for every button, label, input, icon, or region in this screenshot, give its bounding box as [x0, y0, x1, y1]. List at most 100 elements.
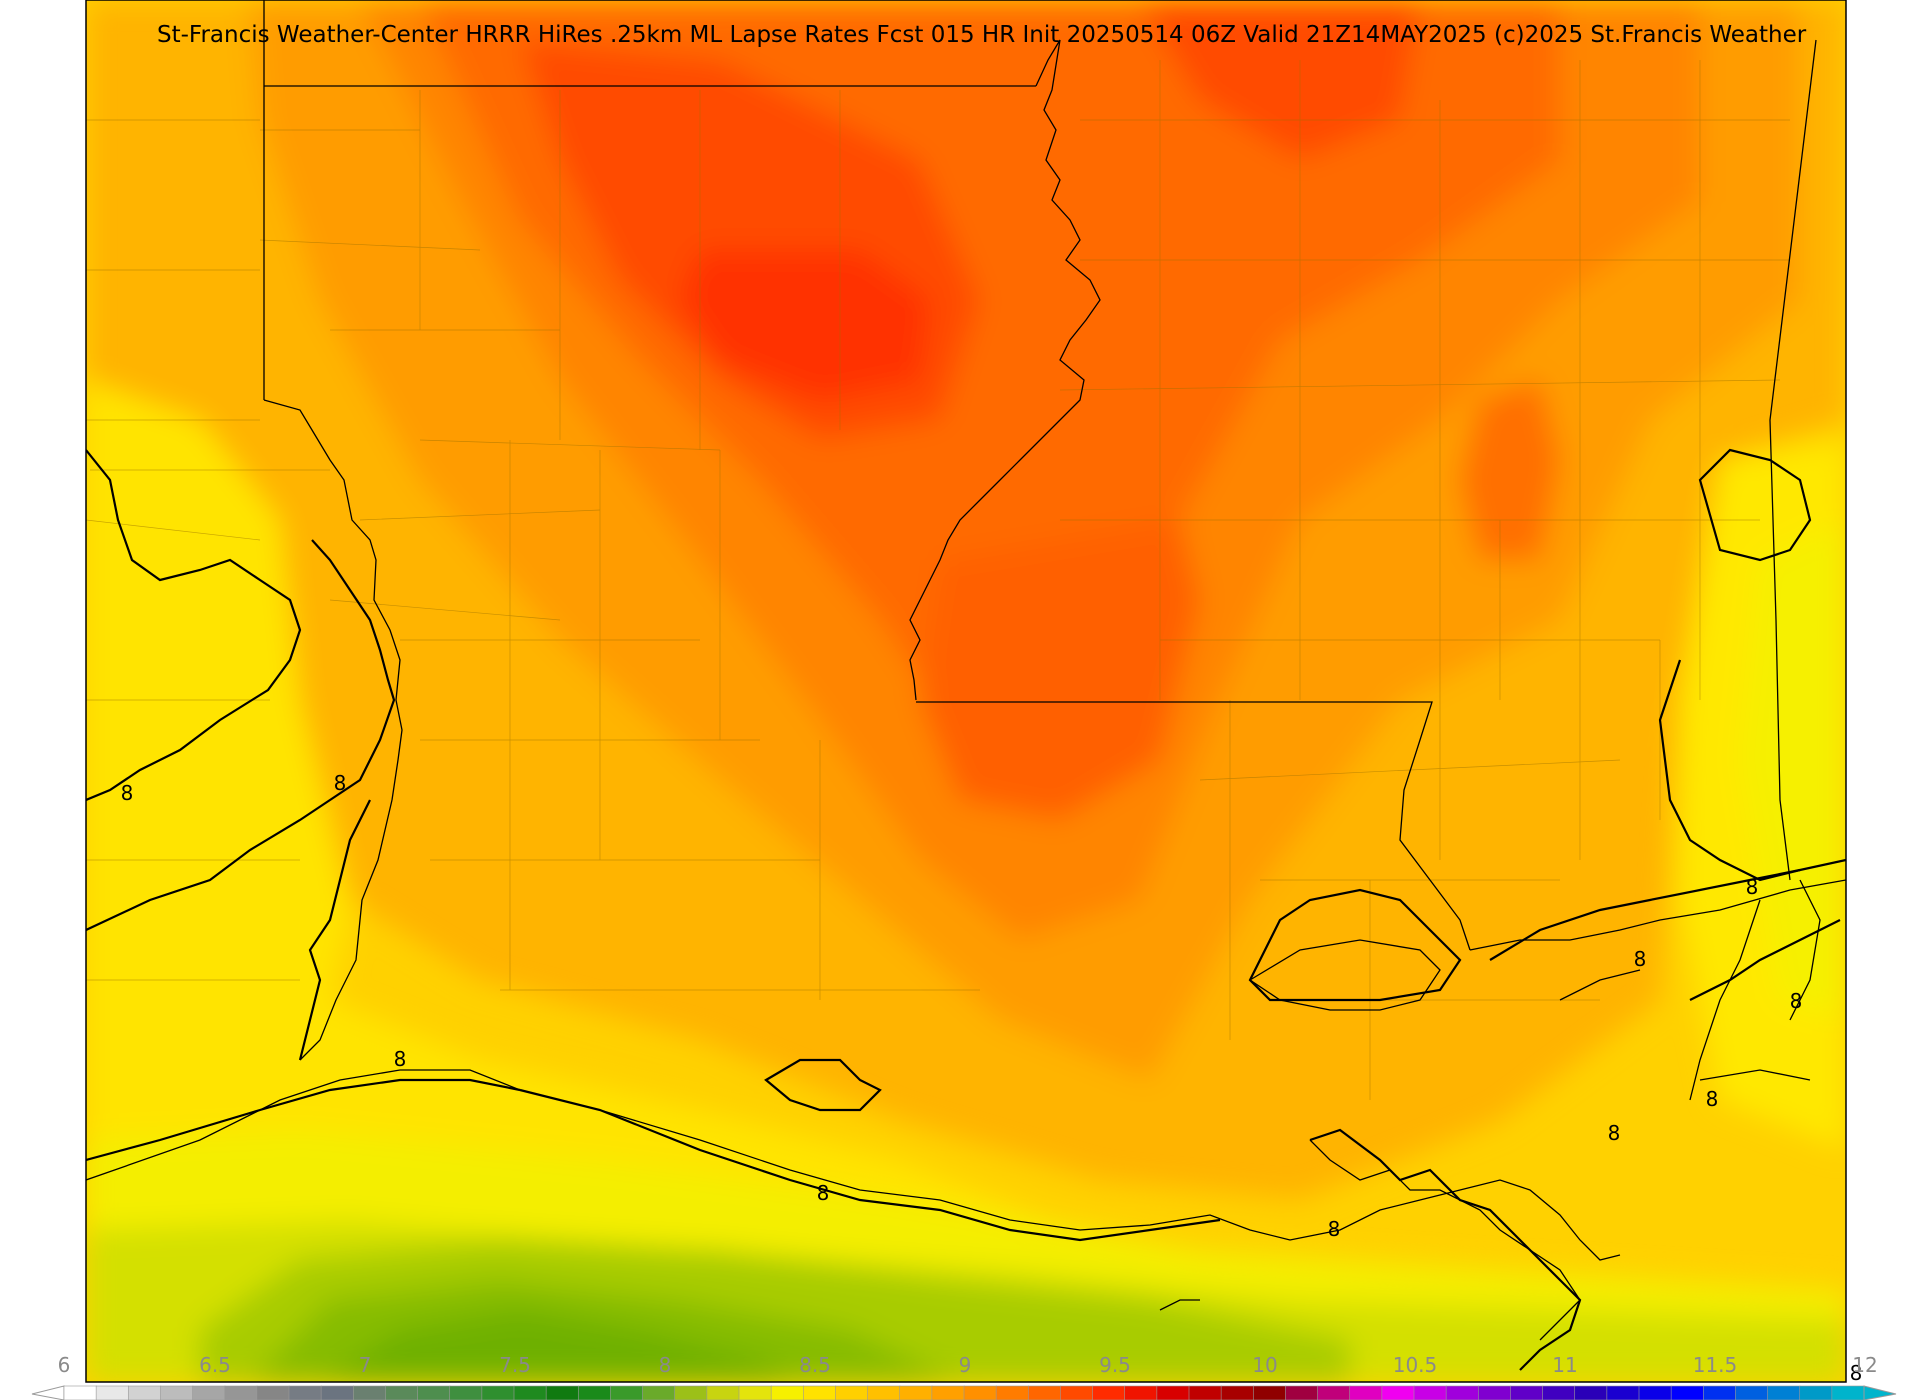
coastline-ms-sound — [1469, 879, 1846, 951]
contour-label: 8 — [1634, 947, 1647, 971]
lapse-rate-field — [86, 0, 1846, 1382]
border-ms-al — [1769, 39, 1817, 881]
county-line-0 — [86, 119, 300, 981]
colorbar-swatch — [1831, 1385, 1865, 1400]
colorbar-swatch — [1799, 1385, 1833, 1400]
colorbar-swatch — [449, 1385, 483, 1400]
colorbar-swatch — [513, 1385, 547, 1400]
colorbar-swatch — [1188, 1385, 1222, 1400]
colorbar-swatch — [802, 1385, 837, 1400]
colorbar-swatch — [127, 1385, 162, 1400]
contour-label: 8 — [817, 1181, 830, 1205]
colorbar: 6 6.5 7 7.5 8 8.5 9 9.5 10 10.5 11 11.5 … — [31, 1353, 1897, 1400]
field-band-9-9 — [680, 250, 930, 400]
colorbar-swatch — [288, 1385, 322, 1400]
contour-8-coast — [519, 1088, 1221, 1242]
colorbar-tick-label: 11 — [1552, 1353, 1577, 1377]
colorbar-tick-label: 9 — [959, 1353, 972, 1377]
county-line-5 — [90, 469, 1661, 820]
colorbar-swatch — [1285, 1385, 1319, 1400]
contour-8-sabine — [86, 539, 396, 931]
colorbar-swatch — [352, 1385, 387, 1400]
colorbar-tick-label: 8 — [659, 1353, 672, 1377]
colorbar-swatch — [1542, 1385, 1576, 1400]
contour-label: 8 — [1328, 1217, 1341, 1241]
colorbar-swatch — [1477, 1385, 1512, 1400]
colorbar-swatch — [63, 1385, 97, 1400]
border-mississippi-river — [909, 39, 1101, 701]
colorbar-swatch — [545, 1385, 580, 1400]
contour-8-delta — [1309, 1128, 1582, 1371]
colorbar-swatch — [1638, 1385, 1672, 1400]
colorbar-swatches — [63, 1385, 1865, 1400]
colorbar-swatch — [224, 1385, 258, 1400]
colorbar-swatch — [1252, 1385, 1287, 1400]
field-band-9-3b — [920, 520, 1200, 820]
colorbar-max-arrow — [1863, 1385, 1897, 1400]
colorbar-swatch — [899, 1385, 933, 1400]
colorbar-swatch — [1735, 1385, 1769, 1400]
colorbar-swatch — [95, 1385, 130, 1400]
border-la-ms — [916, 701, 1471, 951]
colorbar-swatch — [1702, 1385, 1737, 1400]
colorbar-swatch — [963, 1385, 997, 1400]
field-band-8-0 — [86, 380, 1846, 1382]
colorbar-swatch — [995, 1385, 1030, 1400]
colorbar-swatch — [1060, 1385, 1094, 1400]
field-band-9-3c — [1460, 380, 1560, 560]
contour-8-tx — [298, 799, 371, 1061]
contour-8-west — [86, 449, 302, 802]
colorbar-tick-label: 12 — [1852, 1353, 1877, 1377]
colorbar-swatch — [738, 1385, 772, 1400]
field-band-east-7-8 — [1740, 520, 1846, 1020]
map-title: St-Francis Weather-Center HRRR HiRes .25… — [157, 22, 1807, 48]
colorbar-swatch — [1349, 1385, 1383, 1400]
contour-8 — [86, 448, 1846, 1371]
colorbar-swatch — [1317, 1385, 1351, 1400]
colorbar-swatch — [577, 1385, 612, 1400]
colorbar-tick-label: 10 — [1252, 1353, 1277, 1377]
contour-label: 8 — [1850, 1361, 1863, 1385]
coastline-gulf — [86, 1069, 1621, 1261]
colorbar-swatch — [1027, 1385, 1062, 1400]
colorbar-swatch — [674, 1385, 708, 1400]
contour-8-east-lobe — [1248, 888, 1462, 1002]
colorbar-swatch — [1124, 1385, 1158, 1400]
contour-label: 8 — [1746, 875, 1759, 899]
contour-label: 8 — [121, 781, 134, 805]
colorbar-tick-label: 7.5 — [499, 1353, 531, 1377]
colorbar-swatch — [867, 1385, 901, 1400]
colorbar-swatch — [610, 1385, 644, 1400]
colorbar-swatch — [1670, 1385, 1705, 1400]
colorbar-swatch — [835, 1385, 869, 1400]
colorbar-swatch — [770, 1385, 805, 1400]
colorbar-swatch — [1606, 1385, 1640, 1400]
contour-8-al — [1698, 448, 1812, 562]
field-band-6-6 — [320, 1310, 800, 1382]
colorbar-swatch — [1092, 1385, 1126, 1400]
contour-label: 8 — [1608, 1121, 1621, 1145]
colorbar-swatch — [1156, 1385, 1190, 1400]
contour-8-southwest — [86, 1078, 521, 1162]
contour-label: 8 — [1790, 989, 1803, 1013]
contour-8-ms-north — [1658, 659, 1801, 882]
border-ar-la — [263, 399, 403, 801]
contour-labels: 8 8 8 8 8 8 8 8 8 8 8 — [121, 771, 1863, 1385]
colorbar-swatch — [931, 1385, 965, 1400]
colorbar-tick-label: 6.5 — [199, 1353, 231, 1377]
colorbar-swatch — [481, 1385, 515, 1400]
contour-8-al-south — [1689, 919, 1841, 1001]
colorbar-tick-label: 6 — [58, 1353, 71, 1377]
colorbar-tick-label: 7 — [359, 1353, 372, 1377]
coastline-mobile-bay — [1689, 879, 1821, 1101]
colorbar-min-arrow — [31, 1385, 65, 1400]
colorbar-swatch — [1381, 1385, 1415, 1400]
colorbar-swatch — [1220, 1385, 1255, 1400]
colorbar-swatch — [320, 1385, 355, 1400]
contour-label: 8 — [334, 771, 347, 795]
colorbar-swatch — [642, 1385, 676, 1400]
colorbar-swatch — [1413, 1385, 1447, 1400]
contour-8-central-coast — [764, 1058, 882, 1112]
colorbar-swatch — [1510, 1385, 1544, 1400]
